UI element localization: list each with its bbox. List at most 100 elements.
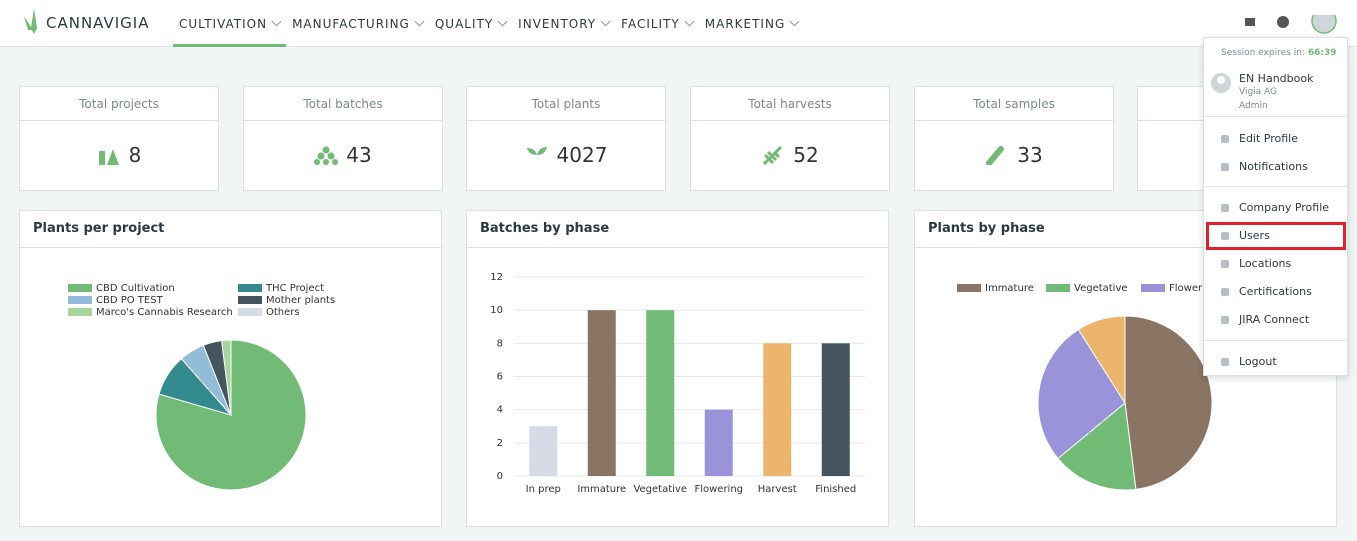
- x-tick-label: Finished: [815, 484, 856, 495]
- legend-swatch: [68, 308, 92, 316]
- nav: CULTIVATION MANUFACTURING QUALITY INVENT…: [173, 0, 804, 47]
- header-icons: [1245, 15, 1337, 34]
- stat-card: Total samples 33: [914, 86, 1114, 191]
- session-time: 66:39: [1307, 48, 1337, 58]
- stat-label: Total samples: [915, 87, 1113, 121]
- stat-label: Total plants: [467, 87, 665, 121]
- chart-title: Plants per project: [20, 211, 441, 248]
- legend-swatch: [1141, 284, 1165, 292]
- session: Session expires in: 66:39: [1221, 48, 1336, 58]
- bar: [763, 343, 792, 476]
- legend-label: Flowering: [1169, 283, 1218, 294]
- pie-slice: [1077, 315, 1126, 405]
- legend-swatch: [957, 284, 981, 292]
- x-tick-label: In prep: [526, 484, 561, 495]
- y-tick-label: 0: [497, 471, 503, 482]
- legend-swatch: [238, 284, 262, 292]
- stat-card: Total plants 4027: [466, 86, 666, 191]
- legend-label: CBD PO TEST: [96, 295, 164, 306]
- y-tick-label: 6: [497, 372, 503, 383]
- logo[interactable]: CANNAVIGIA: [46, 14, 150, 32]
- nav-item[interactable]: CULTIVATION: [173, 0, 287, 47]
- stat-card: Total projects 8: [19, 86, 219, 191]
- icon: [763, 145, 783, 165]
- menu-label: Logout: [1239, 355, 1277, 368]
- user-name: EN Handbook: [1239, 72, 1314, 85]
- user-company: Vigia AG: [1239, 87, 1278, 97]
- menu-item[interactable]: Certifications: [1204, 278, 1347, 306]
- menu-label: Company Profile: [1239, 201, 1330, 214]
- menu-label: Certifications: [1239, 285, 1312, 298]
- avatar[interactable]: [1311, 15, 1337, 34]
- menu-label: JIRA Connect: [1239, 313, 1310, 326]
- icon: [98, 149, 119, 165]
- bar: [587, 310, 616, 476]
- legend-label: Vegetative: [1074, 283, 1128, 294]
- pie-slice: [1124, 315, 1213, 490]
- chart-title: Plants by phase: [915, 211, 1336, 248]
- x-tick-label: Immature: [577, 484, 626, 495]
- legend-swatch: [1046, 284, 1070, 292]
- stat-value: 33: [1017, 143, 1043, 167]
- stat-value: 52: [793, 143, 819, 167]
- legend-label: Mother plants: [266, 295, 335, 306]
- legend-swatch: [68, 296, 92, 304]
- pie-slice: [155, 339, 307, 491]
- stat-value: 43: [346, 143, 372, 167]
- pie-slice: [1057, 402, 1137, 491]
- header: CANNAVIGIA CULTIVATION MANUFACTURING QUA…: [0, 0, 1357, 47]
- menu-item[interactable]: Notifications: [1204, 153, 1347, 181]
- user-avatar: [1211, 73, 1231, 93]
- menu-label: Edit Profile: [1239, 132, 1299, 145]
- menu-label: Users: [1239, 229, 1270, 242]
- nav-item[interactable]: MARKETING: [699, 0, 805, 47]
- menu-item[interactable]: JIRA Connect: [1204, 306, 1347, 334]
- y-tick-label: 10: [490, 305, 503, 316]
- menu-label: Notifications: [1239, 160, 1308, 173]
- print-icon[interactable]: [1245, 18, 1255, 26]
- nav-item[interactable]: QUALITY: [429, 0, 512, 47]
- nav-item[interactable]: MANUFACTURING: [286, 0, 429, 47]
- menu-item[interactable]: Edit Profile: [1204, 125, 1347, 153]
- chart-title: Batches by phase: [467, 211, 888, 248]
- legend-swatch: [68, 284, 92, 292]
- legend-label: THC Project: [265, 283, 324, 294]
- nav-item[interactable]: FACILITY: [615, 0, 699, 47]
- bar: [529, 426, 558, 476]
- icon: [314, 146, 339, 165]
- pie-slice: [1037, 328, 1126, 460]
- bar: [646, 310, 675, 476]
- bar: [821, 343, 850, 476]
- y-tick-label: 2: [497, 438, 503, 449]
- icon: [526, 147, 547, 165]
- stat-card: Total batches 43: [243, 86, 443, 191]
- legend-swatch: [238, 308, 262, 316]
- y-tick-label: 4: [497, 405, 503, 416]
- help-icon[interactable]: [1277, 16, 1289, 28]
- menu-item[interactable]: Company Profile: [1204, 194, 1347, 222]
- stat-card: Total harvests 52: [690, 86, 890, 191]
- legend-label: Others: [266, 307, 300, 318]
- nav-item[interactable]: INVENTORY: [512, 0, 615, 47]
- menu-item[interactable]: Locations: [1204, 250, 1347, 278]
- stat-value: 8: [128, 143, 142, 167]
- legend-swatch: [238, 296, 262, 304]
- bar: [704, 409, 733, 476]
- menu-item[interactable]: Users: [1206, 222, 1346, 250]
- session-label: Session expires in:: [1221, 48, 1305, 58]
- stat-label: Total projects: [20, 87, 218, 121]
- user-menu: Session expires in: 66:39 EN Handbook Vi…: [1203, 37, 1348, 376]
- legend-label: CBD Cultivation: [96, 283, 175, 294]
- user-role: Admin: [1239, 101, 1268, 111]
- menu-label: Locations: [1239, 257, 1292, 270]
- menu-item[interactable]: Logout: [1204, 348, 1347, 376]
- stat-label: Total harvests: [691, 87, 889, 121]
- x-tick-label: Harvest: [758, 484, 797, 495]
- stat-label: Total batches: [244, 87, 442, 121]
- x-tick-label: Vegetative: [633, 484, 687, 495]
- x-tick-label: Flowering: [694, 484, 743, 495]
- y-tick-label: 12: [490, 272, 503, 283]
- legend-label: Marco's Cannabis Research: [96, 307, 233, 318]
